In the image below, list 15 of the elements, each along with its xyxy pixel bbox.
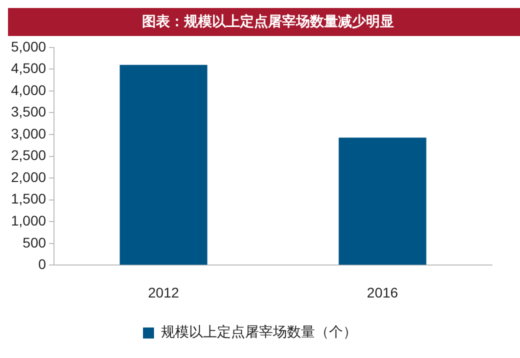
y-tick-label: 4,500 — [10, 60, 46, 76]
y-tick-label: 1,000 — [10, 212, 46, 228]
legend-label: 规模以上定点屠宰场数量（个） — [161, 324, 357, 341]
y-tick-label: 500 — [22, 234, 46, 250]
y-tick-label: 2,500 — [10, 147, 46, 164]
x-tick-label: 2012 — [148, 284, 180, 300]
y-tick-label: 3,500 — [10, 104, 46, 120]
y-tick-label: 1,500 — [10, 190, 46, 207]
y-tick-label: 3,000 — [10, 125, 46, 142]
x-tick-label: 2016 — [366, 284, 398, 300]
y-tick-label: 0 — [38, 256, 46, 272]
y-tick-label: 5,000 — [10, 38, 46, 54]
chart-title: 图表：规模以上定点屠宰场数量减少明显 — [8, 8, 520, 36]
y-tick-label: 4,000 — [10, 82, 46, 98]
y-tick-label: 2,000 — [10, 168, 46, 185]
